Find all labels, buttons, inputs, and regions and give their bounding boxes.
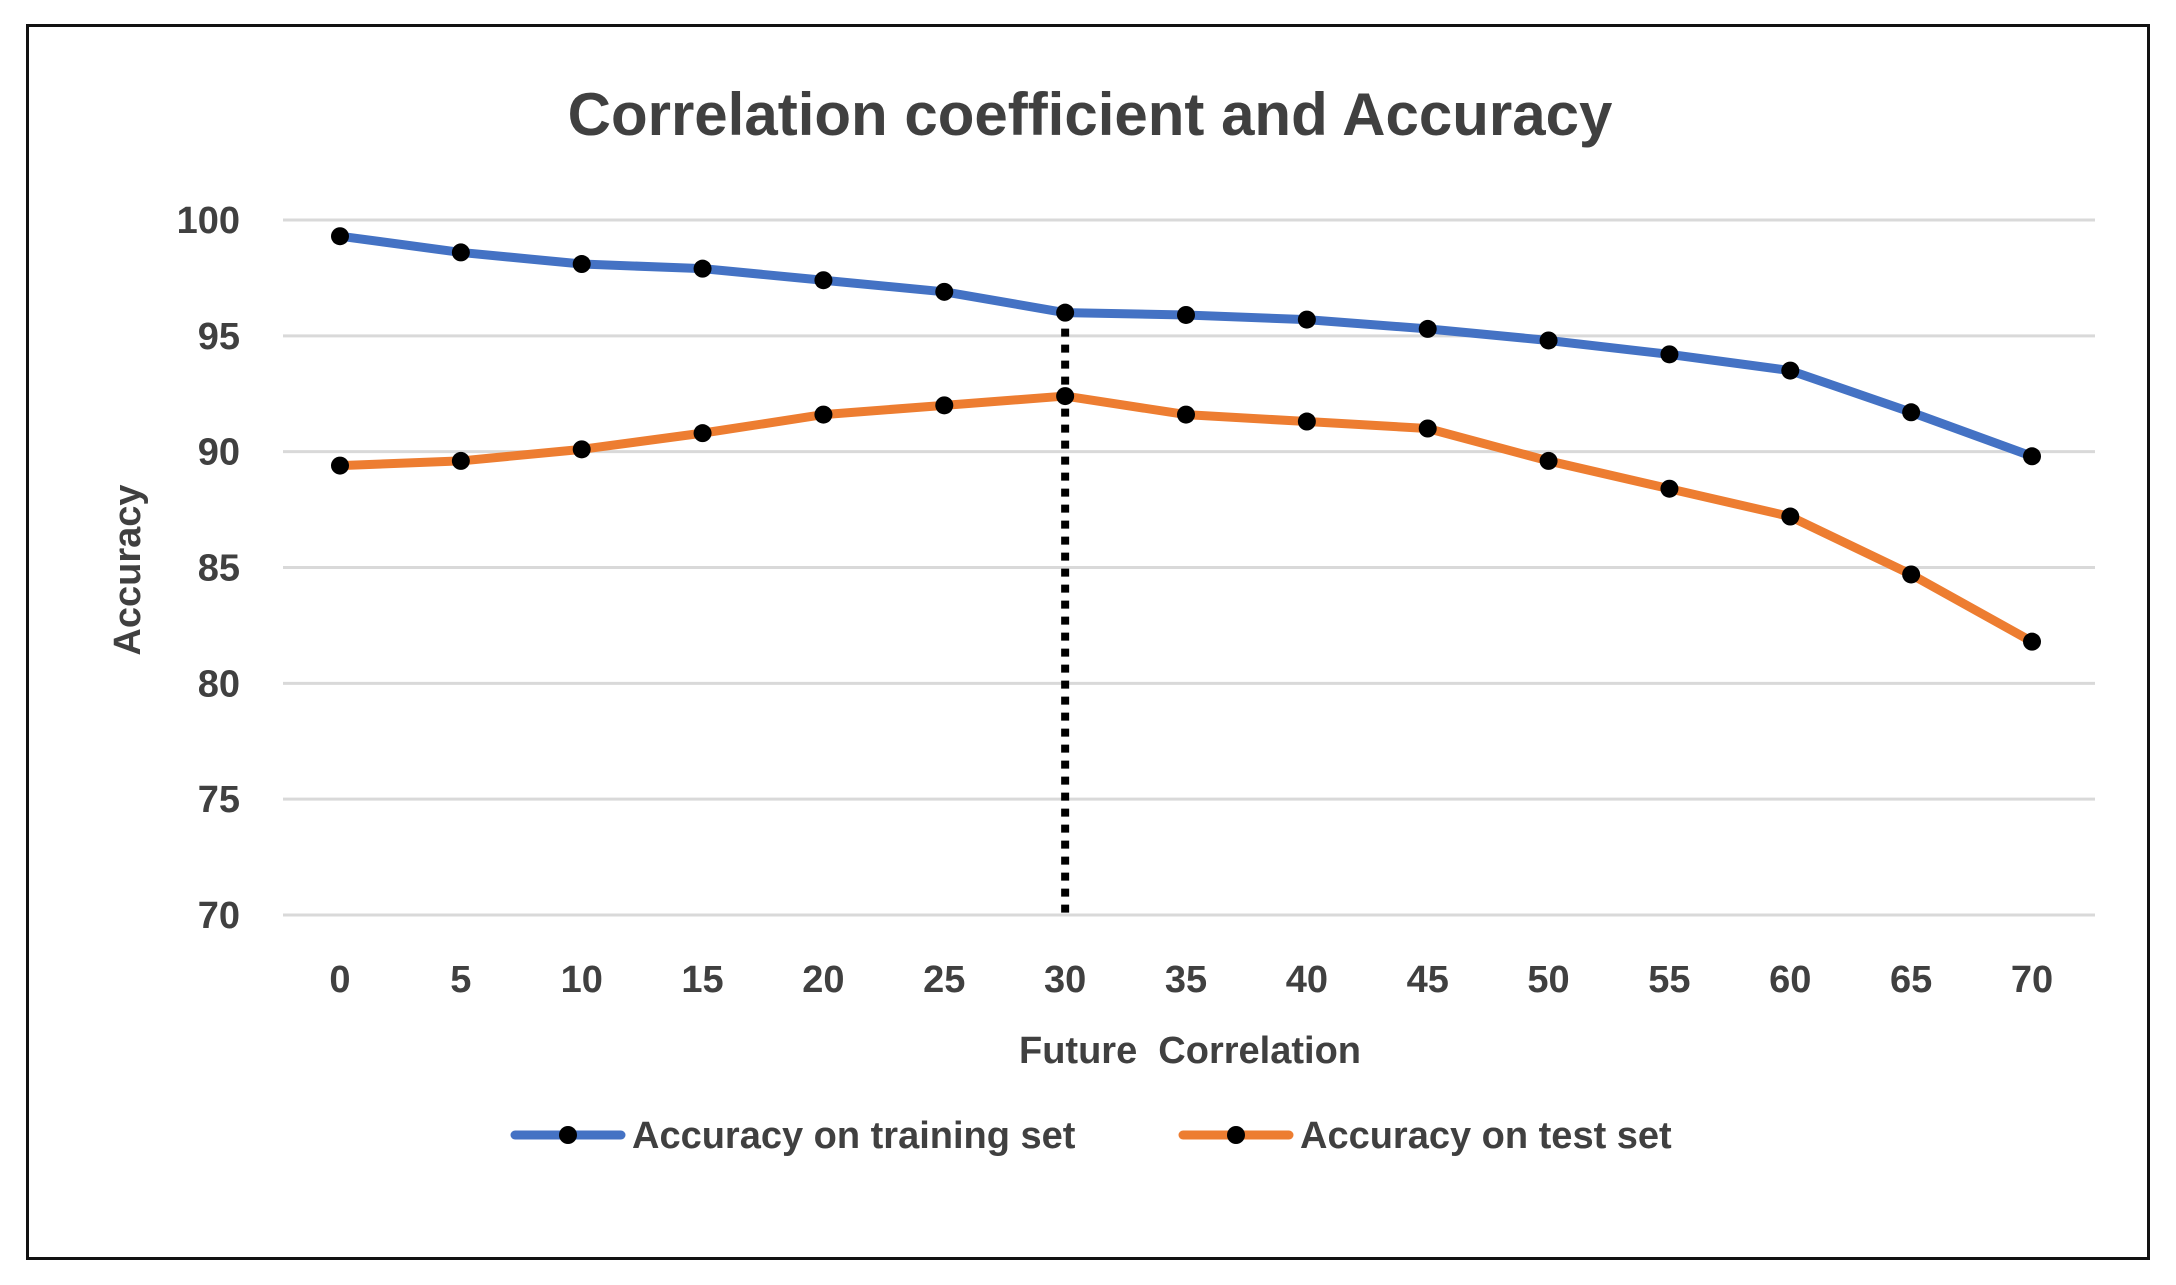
x-tick-label-55: 55: [1648, 959, 1690, 1001]
series-1-point-5: [451, 243, 470, 262]
x-axis-label: Future Correlation: [1019, 1030, 1361, 1072]
x-tick-label-70: 70: [2011, 959, 2053, 1001]
legend-item-1: Accuracy on training set: [510, 1115, 1076, 1157]
x-tick-label-5: 5: [450, 959, 471, 1001]
legend-label-1: Accuracy on training set: [632, 1115, 1076, 1157]
x-tick-label-25: 25: [923, 959, 965, 1001]
y-axis-tick-labels: 70 75 80 85 90 95 100: [177, 200, 240, 937]
series-1-point-30: [1056, 303, 1075, 322]
y-tick-label-70: 70: [198, 895, 240, 937]
series-1-point-55: [1660, 345, 1679, 364]
series-1-point-35: [1177, 305, 1195, 324]
series-1-point-50: [1539, 331, 1558, 350]
chart-frame: [26, 24, 2150, 1260]
series-2-point-30: [1056, 387, 1075, 406]
x-tick-label-35: 35: [1165, 959, 1207, 1001]
x-tick-label-10: 10: [561, 959, 603, 1001]
y-tick-label-90: 90: [198, 432, 240, 474]
legend-marker-1: [559, 1126, 577, 1144]
series-1-point-40: [1297, 310, 1316, 329]
x-tick-label-30: 30: [1044, 959, 1086, 1001]
series-1-point-70: [2023, 447, 2041, 466]
x-tick-label-45: 45: [1407, 959, 1449, 1001]
y-tick-label-80: 80: [198, 663, 240, 705]
series-1-point-45: [1418, 319, 1437, 338]
series-1-point-65: [1902, 403, 1921, 422]
series-2-point-55: [1660, 479, 1679, 498]
x-tick-label-0: 0: [329, 959, 350, 1001]
series-2-point-0: [331, 456, 349, 475]
series-1-point-25: [935, 282, 954, 301]
x-tick-label-15: 15: [681, 959, 723, 1001]
series-1-point-10: [572, 255, 591, 274]
gridlines: [283, 218, 2095, 917]
series-2-point-65: [1902, 565, 1921, 584]
series-2-point-40: [1297, 412, 1316, 431]
series-2-point-5: [451, 451, 470, 470]
series-2-point-45: [1418, 419, 1437, 438]
legend-item-2: Accuracy on test set: [1178, 1115, 1672, 1157]
x-tick-label-65: 65: [1890, 959, 1932, 1001]
series-2-point-10: [572, 440, 591, 459]
y-tick-label-85: 85: [198, 548, 240, 590]
y-tick-label-100: 100: [177, 200, 240, 242]
series-1-point-0: [331, 227, 349, 246]
series-2-point-25: [935, 396, 954, 415]
y-tick-label-95: 95: [198, 316, 240, 358]
legend: Accuracy on training set Accuracy on test…: [510, 1115, 1672, 1157]
series-1-point-20: [814, 271, 833, 290]
series-2-point-70: [2023, 632, 2041, 651]
series-2-line: [335, 391, 2037, 647]
series-1-point-60: [1781, 361, 1800, 380]
legend-label-2: Accuracy on test set: [1300, 1115, 1672, 1157]
series-2-point-20: [814, 405, 833, 424]
legend-marker-2: [1227, 1126, 1245, 1144]
series-lines: [335, 231, 2037, 647]
x-tick-label-50: 50: [1527, 959, 1569, 1001]
x-tick-label-20: 20: [802, 959, 844, 1001]
x-tick-label-60: 60: [1769, 959, 1811, 1001]
series-2-point-35: [1177, 405, 1195, 424]
chart-title: Correlation coefficient and Accuracy: [568, 81, 1613, 148]
series-2-point-60: [1781, 507, 1800, 526]
x-axis-tick-labels: 0 5 10 15 20 25 30 35 40 45 50 55 60 65 70: [329, 959, 2053, 1001]
series-1-point-15: [693, 259, 712, 278]
y-axis-label: Accuracy: [107, 484, 149, 655]
series-2-point-50: [1539, 451, 1558, 470]
x-tick-label-40: 40: [1286, 959, 1328, 1001]
y-tick-label-75: 75: [198, 779, 240, 821]
series-markers: [331, 227, 2041, 651]
series-2-point-15: [693, 424, 712, 443]
